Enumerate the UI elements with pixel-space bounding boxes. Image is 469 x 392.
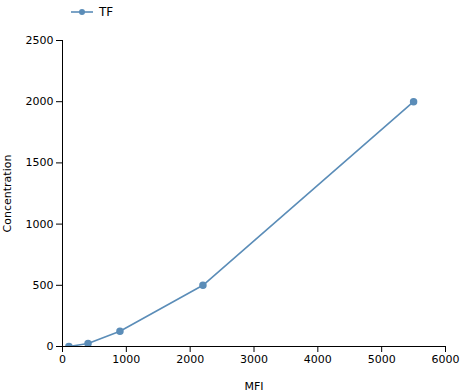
svg-text:4000: 4000 <box>304 353 332 366</box>
svg-text:1000: 1000 <box>26 218 54 231</box>
svg-text:MFI: MFI <box>244 380 263 392</box>
svg-text:2000: 2000 <box>26 95 54 108</box>
svg-text:Concentration: Concentration <box>1 155 14 233</box>
svg-text:2000: 2000 <box>176 353 204 366</box>
svg-text:0: 0 <box>59 353 66 366</box>
svg-text:1500: 1500 <box>26 156 54 169</box>
svg-text:2500: 2500 <box>26 34 54 47</box>
svg-text:5000: 5000 <box>368 353 396 366</box>
svg-text:500: 500 <box>33 279 54 292</box>
svg-text:3000: 3000 <box>240 353 268 366</box>
svg-text:0: 0 <box>47 340 54 353</box>
html-text:TF: TF <box>99 5 114 19</box>
svg-text:1000: 1000 <box>112 353 140 366</box>
svg-text:6000: 6000 <box>432 353 460 366</box>
